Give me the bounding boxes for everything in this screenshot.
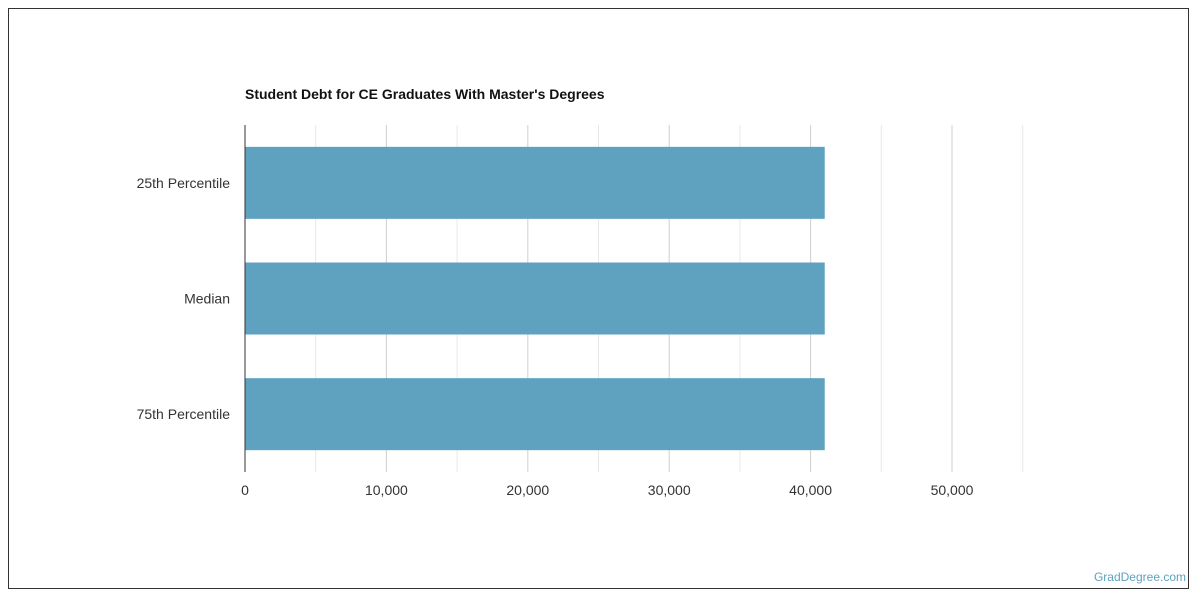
x-tick-label: 30,000 [648, 482, 691, 498]
x-tick-label: 40,000 [789, 482, 832, 498]
chart-frame [8, 8, 1189, 589]
category-label: 25th Percentile [137, 175, 231, 191]
x-tick-label: 20,000 [506, 482, 549, 498]
category-label: Median [184, 291, 230, 307]
source-credit-link[interactable]: GradDegree.com [1093, 570, 1186, 584]
x-tick-label: 10,000 [365, 482, 408, 498]
category-label: 75th Percentile [137, 406, 231, 422]
x-tick-label: 50,000 [931, 482, 974, 498]
chart-title: Student Debt for CE Graduates With Maste… [245, 86, 605, 102]
bar [245, 378, 825, 451]
bar [245, 262, 825, 335]
bar [245, 146, 825, 219]
x-tick-label: 0 [241, 482, 249, 498]
